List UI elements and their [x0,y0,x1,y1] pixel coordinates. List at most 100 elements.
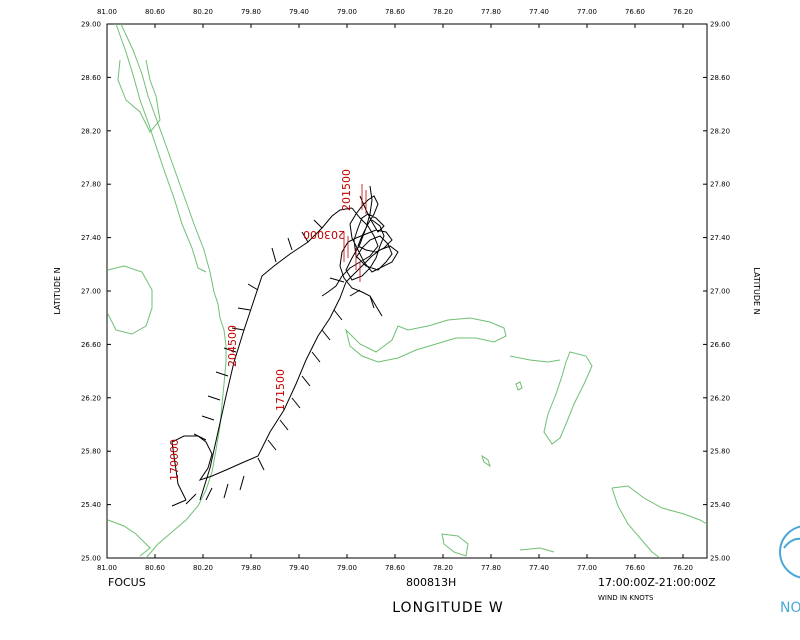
wind-barb [257,457,265,471]
flight-track [171,185,399,501]
lat-tick-label-left: 26.20 [81,394,101,402]
lon-tick-label-bottom: 79.00 [337,564,357,572]
wind-barb [291,397,301,409]
lon-tick-label-top: 80.20 [193,8,213,16]
lon-tick-label-top: 81.00 [97,8,117,16]
lon-tick-label-top: 79.40 [289,8,309,16]
lon-tick-label-top: 77.40 [529,8,549,16]
time-label-201500: 201500 [340,169,353,211]
wind-barb [239,475,245,491]
lat-tick-label-right: 25.40 [710,501,730,509]
lat-tick-label-right: 25.00 [710,555,730,563]
lat-axis-label-right: LATITUDE N [752,267,761,314]
lat-tick-label-left: 27.40 [81,234,101,242]
lat-tick-label-right: 26.60 [710,341,730,349]
eleuthera [611,485,708,559]
time-label-171500: 171500 [274,369,287,411]
lon-tick-label-top: 76.20 [673,8,693,16]
lat-tick-label-left: 25.00 [81,555,101,563]
wind-barb [333,309,343,321]
lat-tick-label-left: 27.00 [81,288,101,296]
wind-barb [193,433,207,441]
grand-bahama [345,317,507,363]
wind-barb [171,499,187,507]
lon-tick-label-top: 77.00 [577,8,597,16]
lat-tick-label-left: 25.80 [81,448,101,456]
lon-tick-label-top: 79.80 [241,8,261,16]
lat-tick-label-right: 27.00 [710,288,730,296]
wind-barb [267,439,277,451]
lon-tick-label-top: 79.00 [337,8,357,16]
lon-tick-label-bottom: 79.80 [241,564,261,572]
lon-axis-label: LONGITUDE W [392,600,504,616]
lat-tick-label-right: 27.80 [710,181,730,189]
andros-north [519,547,555,553]
time-label-170000: 170000 [168,439,181,481]
wind-units-note: WIND IN KNOTS [598,594,654,602]
axis-ticks: 81.00 81.00 80.60 80.60 80.20 80.20 79.80 79.80… [81,8,730,572]
lon-tick-label-bottom: 78.60 [385,564,405,572]
lon-tick-label-bottom: 80.20 [193,564,213,572]
great-abaco [543,351,593,445]
lon-tick-label-bottom: 77.80 [481,564,501,572]
wind-barb [321,329,331,341]
florida-coast-inner [115,23,207,273]
time-label-204500: 204500 [226,325,239,367]
track-outbound [171,281,347,501]
lon-tick-label-top: 76.60 [625,8,645,16]
wind-barb [313,219,323,229]
wind-barb [311,351,321,363]
wind-barb [287,237,293,251]
noaa-logo-text: NO [780,600,800,616]
track-tangle [321,185,399,307]
coastlines [107,23,708,559]
wind-barb [271,247,277,263]
flight-id: 800813H [406,576,456,589]
time-range: 17:00:00Z-21:00:00Z [598,576,716,589]
wind-barb [237,307,251,311]
wind-barb [349,289,361,297]
wind-barb [223,347,237,353]
wind-barb [279,419,289,431]
time-label-203000: 203000 [303,228,345,241]
berry-islands [441,533,469,557]
lat-tick-label-left: 26.60 [81,341,101,349]
wind-barb [301,375,311,387]
lon-tick-label-bottom: 78.20 [433,564,453,572]
indian-river-lagoon [117,59,161,133]
lat-tick-label-right: 27.40 [710,234,730,242]
keys-coast [107,519,151,557]
lon-tick-label-bottom: 80.60 [145,564,165,572]
wind-barb [369,295,375,309]
lake-okeechobee [107,265,153,335]
wind-barb [201,415,215,421]
wind-barb [223,483,229,499]
lon-tick-label-top: 80.60 [145,8,165,16]
lon-tick-label-bottom: 81.00 [97,564,117,572]
lat-tick-label-right: 29.00 [710,21,730,29]
plot-frame [106,23,708,559]
cay-1 [515,381,523,391]
wind-barb [215,371,229,377]
track-inbound [199,207,353,501]
wind-barb [231,327,245,331]
wind-barb [375,305,383,317]
track-time-labels: 170000 171500 204500 203000 201500 [168,169,353,481]
noaa-logo: NO [779,525,800,616]
overlapping-time-labels [343,184,367,282]
wind-barb [329,277,345,283]
lat-tick-label-left: 28.60 [81,74,101,82]
lon-tick-label-bottom: 76.60 [625,564,645,572]
lat-tick-label-left: 27.80 [81,181,101,189]
florida-coast-outer [120,23,227,559]
lat-tick-label-right: 26.20 [710,394,730,402]
lat-tick-label-left: 28.20 [81,127,101,135]
wind-barbs [171,219,383,507]
lat-axis-label-left: LATITUDE N [53,267,62,314]
lat-tick-label-right: 28.20 [710,127,730,135]
cay-2 [481,454,491,468]
lat-tick-label-left: 25.40 [81,501,101,509]
noaa-logo-circle [779,525,800,579]
lon-tick-label-top: 78.60 [385,8,405,16]
